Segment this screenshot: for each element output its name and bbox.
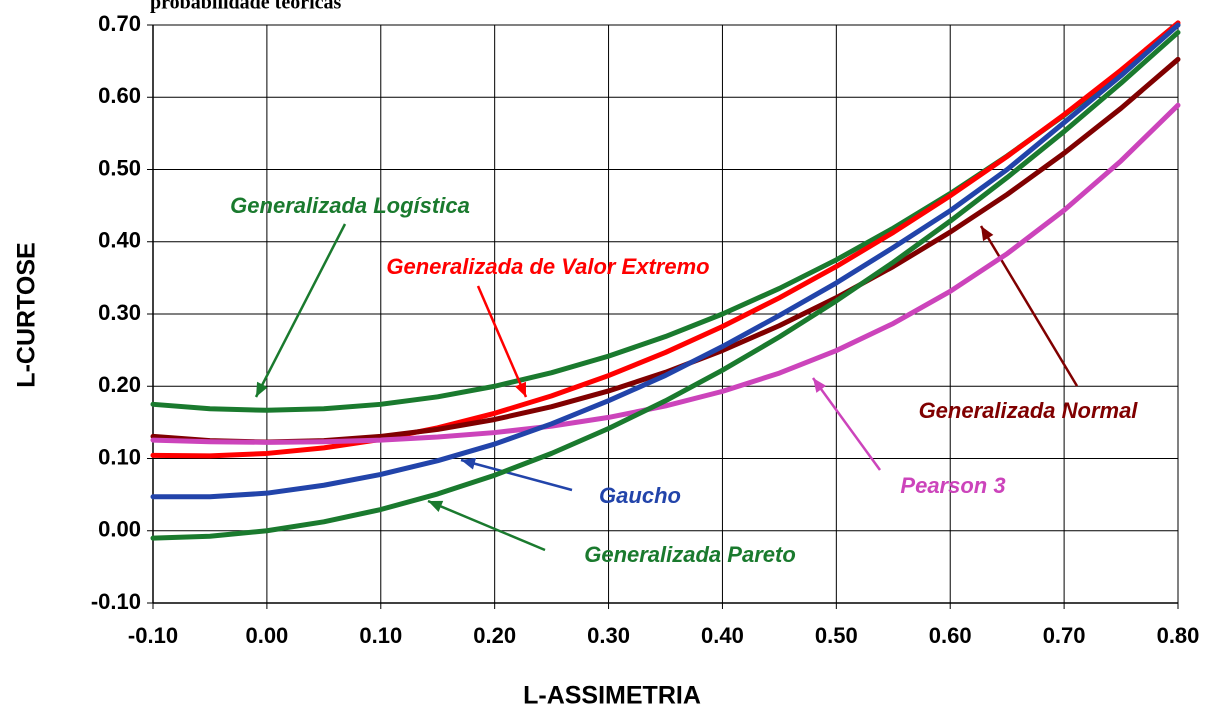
y-tick-label: 0.20 xyxy=(98,372,141,397)
arrow-head xyxy=(428,500,444,512)
series-line xyxy=(150,29,1181,541)
annotation-arrow xyxy=(460,458,573,492)
x-tick-label: 0.30 xyxy=(587,623,630,648)
x-tick-label: 0.00 xyxy=(245,623,288,648)
x-tick-label: 0.80 xyxy=(1157,623,1200,648)
x-axis-label: L-ASSIMETRIA xyxy=(523,682,701,710)
series-label: Generalizada Logística xyxy=(230,193,470,218)
series-label: Pearson 3 xyxy=(900,473,1005,498)
series-line xyxy=(150,102,1181,445)
arrow-head xyxy=(981,226,994,242)
annotation-arrow xyxy=(476,285,528,398)
arrow-head xyxy=(461,457,477,470)
x-tick-label: 0.70 xyxy=(1043,623,1086,648)
series-label: Generalizada Pareto xyxy=(584,542,796,567)
x-tick-label: 0.50 xyxy=(815,623,858,648)
y-tick-label: 0.60 xyxy=(98,83,141,108)
annotation-arrow xyxy=(979,225,1079,387)
annotation-arrow xyxy=(811,377,882,471)
y-tick-label: -0.10 xyxy=(91,589,141,614)
series-label: Generalizada Normal xyxy=(919,398,1139,423)
series-line xyxy=(150,22,1181,500)
annotation-arrow xyxy=(254,223,347,398)
y-tick-label: 0.10 xyxy=(98,444,141,469)
y-tick-label: 0.70 xyxy=(98,11,141,36)
arrow-head xyxy=(514,381,526,397)
x-tick-label: -0.10 xyxy=(128,623,178,648)
y-tick-label: 0.50 xyxy=(98,155,141,180)
y-tick-label: 0.00 xyxy=(98,517,141,542)
arrow-head xyxy=(256,381,268,397)
y-tick-label: 0.30 xyxy=(98,300,141,325)
series-line xyxy=(150,56,1181,445)
x-tick-label: 0.60 xyxy=(929,623,972,648)
x-tick-label: 0.10 xyxy=(359,623,402,648)
series-label: Gaucho xyxy=(599,483,681,508)
annotation-arrow xyxy=(427,499,546,552)
y-axis-label: L-CURTOSE xyxy=(13,242,41,387)
series-label: Generalizada de Valor Extremo xyxy=(386,254,709,279)
x-tick-label: 0.20 xyxy=(473,623,516,648)
series-line xyxy=(150,20,1181,459)
y-tick-label: 0.40 xyxy=(98,228,141,253)
chart-title: probabilidade teóricas xyxy=(150,0,342,14)
x-tick-label: 0.40 xyxy=(701,623,744,648)
arrow-head xyxy=(813,378,827,393)
